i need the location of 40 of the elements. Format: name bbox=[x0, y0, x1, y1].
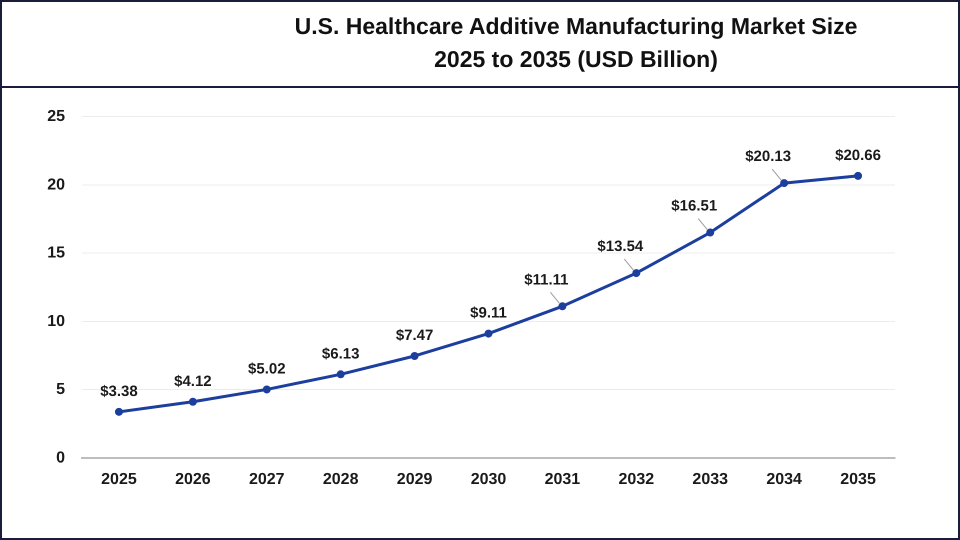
x-tick-label: 2029 bbox=[396, 471, 432, 488]
point bbox=[410, 352, 419, 360]
x-tick-label: 2034 bbox=[766, 471, 802, 488]
x-tick-label: 2031 bbox=[544, 471, 580, 488]
x-tick-label: 2028 bbox=[322, 471, 359, 488]
data-label: $9.11 bbox=[470, 304, 507, 322]
y-tick-label: 10 bbox=[47, 312, 66, 330]
y-tick-label: 15 bbox=[47, 244, 66, 262]
point bbox=[706, 228, 714, 237]
data-label: $11.11 bbox=[524, 271, 569, 288]
x-tick-label: 2033 bbox=[692, 471, 728, 488]
x-tick-label: 2030 bbox=[470, 471, 506, 488]
x-tick-label: 2035 bbox=[840, 471, 876, 488]
data-label: $6.13 bbox=[322, 345, 360, 362]
point bbox=[854, 172, 862, 180]
data-label: $20.66 bbox=[835, 147, 881, 164]
data-label: $13.54 bbox=[597, 238, 644, 256]
point bbox=[262, 385, 271, 394]
y-tick-label: 25 bbox=[47, 108, 66, 126]
data-label: $16.51 bbox=[671, 198, 718, 215]
point bbox=[188, 398, 197, 406]
chart-title: U.S. Healthcare Additive Manufacturing Market Size 2025 to 2035 (USD Billion) bbox=[294, 12, 858, 74]
data-label: $5.02 bbox=[248, 360, 286, 378]
point bbox=[558, 302, 566, 310]
y-tick-label: 20 bbox=[47, 176, 66, 194]
point bbox=[780, 179, 788, 188]
x-tick-label: 2027 bbox=[248, 471, 285, 488]
point bbox=[484, 330, 492, 338]
data-label: $7.47 bbox=[396, 327, 434, 344]
y-tick-label: 5 bbox=[56, 381, 66, 398]
x-tick-label: 2025 bbox=[101, 471, 137, 488]
point bbox=[336, 370, 345, 378]
y-tick-label: 0 bbox=[56, 449, 66, 466]
data-label: $20.13 bbox=[745, 148, 792, 166]
point bbox=[114, 408, 123, 416]
x-tick-label: 2026 bbox=[175, 471, 211, 488]
x-tick-label: 2032 bbox=[618, 471, 654, 488]
point bbox=[632, 269, 640, 278]
data-label: $3.38 bbox=[100, 382, 138, 400]
data-label: $4.12 bbox=[174, 372, 212, 390]
